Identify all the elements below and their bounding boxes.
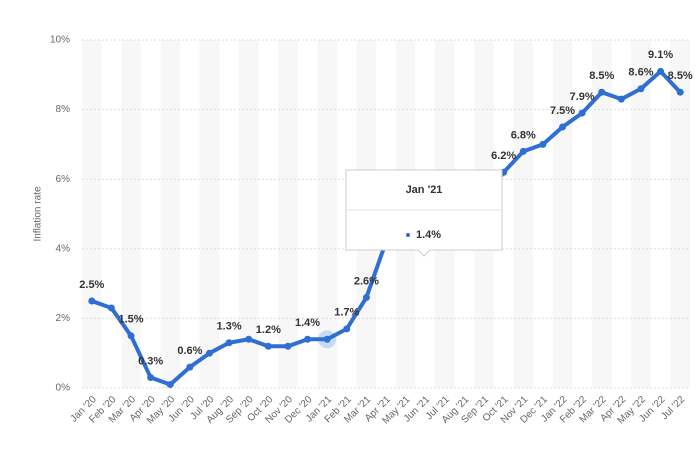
point xyxy=(676,88,684,96)
value-label: 6.8% xyxy=(511,129,536,141)
point xyxy=(559,123,567,131)
point xyxy=(284,342,292,350)
value-label: 8.6% xyxy=(628,67,653,79)
column-band xyxy=(631,40,651,388)
point xyxy=(264,342,272,350)
point xyxy=(304,335,312,343)
point xyxy=(578,109,586,117)
column-band xyxy=(317,40,337,388)
point xyxy=(343,325,351,333)
point xyxy=(166,381,174,389)
value-label: 1.3% xyxy=(217,321,242,333)
value-label: 0.6% xyxy=(177,345,202,357)
point xyxy=(657,67,665,75)
point xyxy=(205,349,213,357)
value-label: 9.1% xyxy=(648,49,673,61)
point xyxy=(88,297,96,305)
column-band xyxy=(82,40,102,388)
point xyxy=(323,335,331,343)
value-label: 7.9% xyxy=(570,91,595,103)
y-tick-label: 0% xyxy=(56,383,71,394)
point xyxy=(617,95,625,103)
y-tick-label: 8% xyxy=(56,104,71,115)
column-band xyxy=(121,40,141,388)
value-label: 2.5% xyxy=(79,279,104,291)
point xyxy=(127,332,135,340)
point xyxy=(519,147,527,155)
point xyxy=(225,339,233,347)
point xyxy=(637,85,645,93)
value-label: 2.6% xyxy=(354,275,379,287)
tooltip-box xyxy=(345,169,503,257)
value-label: 1.2% xyxy=(256,324,281,336)
point xyxy=(598,88,606,96)
point xyxy=(362,294,370,302)
point xyxy=(147,374,155,382)
column-band xyxy=(238,40,259,388)
tooltip: Jan '21 1.4% xyxy=(345,169,503,257)
value-label: 1.4% xyxy=(295,317,320,329)
y-axis-label: Inflation rate xyxy=(33,186,44,241)
value-label: 1.7% xyxy=(334,307,359,319)
y-tick-label: 4% xyxy=(56,243,71,254)
value-label: 0.3% xyxy=(138,355,163,367)
tooltip-bullet xyxy=(406,233,410,237)
value-label: 1.5% xyxy=(118,314,143,326)
column-band xyxy=(278,40,298,388)
tooltip-title: Jan '21 xyxy=(406,184,443,196)
y-tick-label: 2% xyxy=(56,313,71,324)
column-band xyxy=(670,40,690,388)
column-band xyxy=(160,40,181,388)
column-band xyxy=(513,40,534,388)
point xyxy=(107,304,115,312)
point xyxy=(245,335,253,343)
value-label: 8.5% xyxy=(589,70,614,82)
column-band xyxy=(199,40,220,388)
y-tick-label: 10% xyxy=(50,35,70,46)
column-band xyxy=(591,40,612,388)
y-tick-label: 6% xyxy=(56,174,71,185)
value-label: 7.5% xyxy=(550,105,575,117)
point xyxy=(186,363,194,371)
column-band xyxy=(552,40,573,388)
tooltip-value: 1.4% xyxy=(416,229,441,241)
point xyxy=(539,140,547,148)
value-label: 8.5% xyxy=(668,70,693,82)
value-label: 6.2% xyxy=(491,150,516,162)
